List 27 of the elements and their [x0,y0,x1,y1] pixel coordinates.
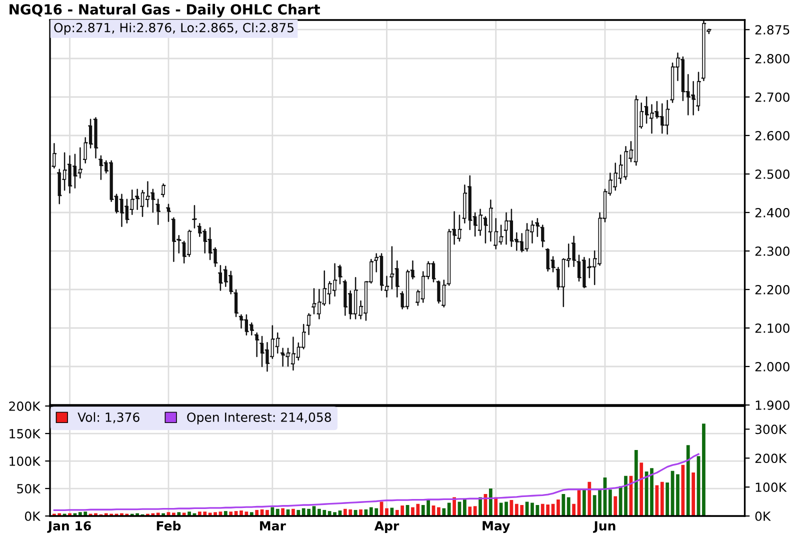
legend-label: Open Interest: 214,058 [187,412,331,424]
y-tick-label: 2.500 [755,169,790,179]
chart-title: NGQ16 - Natural Gas - Daily OHLC Chart [10,4,320,18]
y-tick-label: 2.400 [755,208,790,218]
x-tick-label: Jun [593,521,616,533]
y-tick-label: 2.875 [755,25,790,35]
x-tick-label: Apr [374,521,400,533]
x-tick-label: May [482,521,510,533]
legend-label: Vol: 1,376 [78,412,140,424]
y-tick-label: 2.300 [755,246,790,256]
y-tick-label: 50K [17,484,41,494]
y-tick-label: 1.900 [756,400,790,410]
y2-tick-label: 300K [755,424,787,434]
y-tick-label: 2.600 [755,130,790,140]
x-tick-label: Mar [260,521,286,531]
x-tick-label: Feb [156,520,181,531]
y-tick-label: 2.200 [755,284,790,294]
y-tick-label: 2.700 [755,92,790,102]
y-tick-label: 200K [9,401,41,411]
y-tick-label: 0K [24,511,41,521]
y-tick-label: 2.100 [755,323,790,333]
y-tick-label: 2.000 [755,362,790,372]
y-tick-label: 100K [10,456,41,466]
y-tick-label: 150K [10,428,41,438]
annotation: Op:2.871, Hi:2.876, Lo:2.865, Cl:2.875 [54,22,294,35]
y-tick-label: 2.800 [755,54,790,64]
x-tick-label: Jan 16 [47,521,91,533]
